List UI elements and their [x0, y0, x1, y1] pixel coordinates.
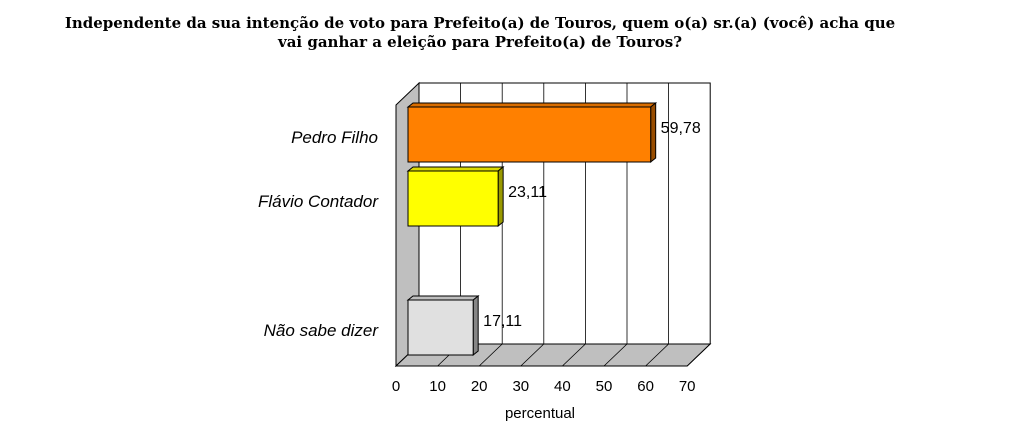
- x-tick-label-0: 0: [392, 378, 400, 395]
- x-tick-label-60: 60: [637, 378, 654, 395]
- x-tick-label-30: 30: [512, 378, 529, 395]
- bar-side-1: [650, 101, 657, 164]
- chart-title-line-2: vai ganhar a eleição para Prefeito(a) de…: [277, 33, 682, 51]
- gridline-floor: [562, 343, 586, 367]
- category-label-2: Flávio Contador: [258, 192, 379, 211]
- bar-1: [407, 106, 652, 163]
- bar-top-1: [406, 102, 658, 108]
- x-axis-label: percentual: [505, 405, 575, 422]
- x-tick-label-20: 20: [471, 378, 488, 395]
- x-tick-label-40: 40: [554, 378, 571, 395]
- chart-title: Independente da sua intenção de voto par…: [0, 14, 960, 52]
- bar-3: [407, 299, 474, 356]
- x-tick-label-70: 70: [679, 378, 696, 395]
- bar-side-3: [472, 294, 479, 357]
- bar-2: [407, 170, 499, 227]
- gridline-floor: [603, 343, 628, 367]
- gridline-floor: [478, 343, 503, 367]
- chart-title-line-1: Independente da sua intenção de voto par…: [64, 14, 896, 32]
- x-tick-label-50: 50: [596, 378, 613, 395]
- data-label-1: 59,78: [661, 120, 701, 137]
- bar-side-2: [497, 165, 504, 228]
- bar-top-3: [406, 295, 480, 301]
- category-label-3: Não sabe dizer: [264, 321, 380, 340]
- data-label-2: 23,11: [508, 184, 547, 201]
- category-label-1: Pedro Filho: [291, 128, 378, 147]
- gridline-floor: [686, 343, 711, 367]
- data-label-3: 17,11: [483, 313, 522, 330]
- gridline-floor: [520, 343, 545, 367]
- x-tick-label-10: 10: [429, 378, 446, 395]
- gridline-floor: [645, 343, 669, 367]
- plot-area: 59,78 Pedro Filho 23,11 Flávio Contador 17,1…: [258, 81, 712, 422]
- bar-top-2: [406, 166, 505, 172]
